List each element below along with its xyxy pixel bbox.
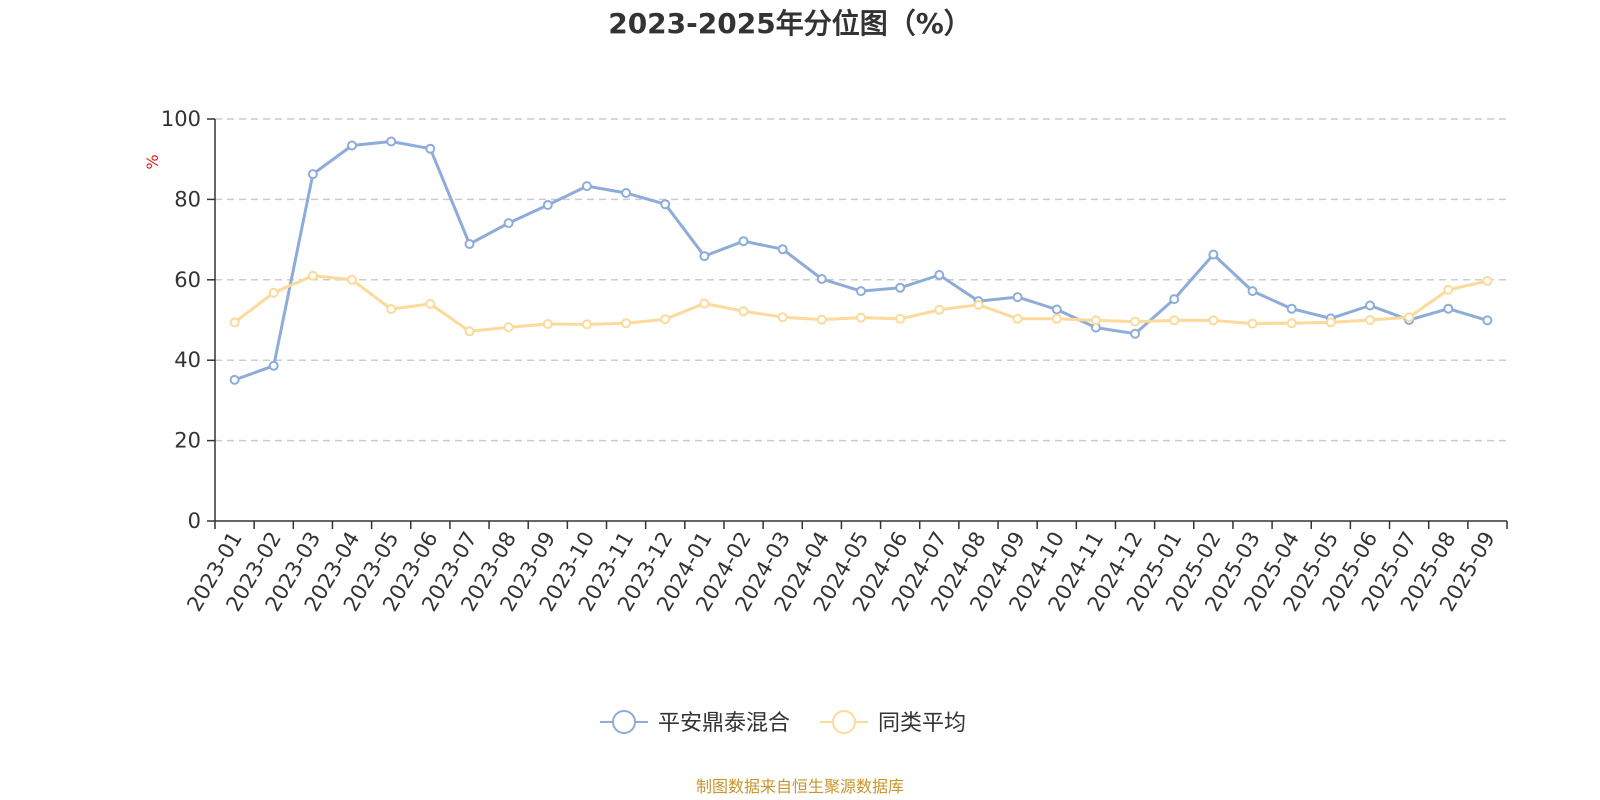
- data-point[interactable]: [386, 136, 397, 147]
- data-point[interactable]: [268, 360, 279, 371]
- data-point[interactable]: [856, 286, 866, 297]
- data-point[interactable]: [464, 326, 475, 337]
- y-axis-unit-label: %: [143, 154, 162, 169]
- data-point[interactable]: [1404, 312, 1415, 323]
- data-point[interactable]: [777, 312, 788, 323]
- data-point[interactable]: [777, 244, 788, 255]
- y-tick-label: 80: [174, 187, 201, 211]
- legend: 平安鼎泰混合 同类平均: [600, 710, 966, 736]
- data-point[interactable]: [621, 318, 632, 329]
- source-note: 制图数据来自恒生聚源数据库: [696, 777, 904, 796]
- legend-item[interactable]: 同类平均: [820, 710, 966, 736]
- data-point[interactable]: [934, 304, 945, 315]
- data-point[interactable]: [503, 322, 514, 333]
- data-point[interactable]: [699, 298, 710, 309]
- y-tick-label: 20: [174, 429, 201, 453]
- legend-label: 平安鼎泰混合: [658, 711, 790, 736]
- data-point[interactable]: [307, 270, 318, 281]
- data-point[interactable]: [1130, 316, 1141, 327]
- data-point[interactable]: [1051, 304, 1062, 315]
- grid-lines: [215, 118, 1507, 442]
- data-point[interactable]: [856, 312, 866, 323]
- data-point[interactable]: [386, 304, 397, 315]
- data-point[interactable]: [268, 287, 279, 298]
- data-point[interactable]: [816, 274, 827, 284]
- data-point[interactable]: [464, 239, 475, 249]
- data-point[interactable]: [1365, 300, 1375, 311]
- data-point[interactable]: [1482, 315, 1493, 326]
- data-point[interactable]: [1286, 303, 1297, 314]
- data-point[interactable]: [1286, 318, 1297, 329]
- legend-marker-icon: [832, 710, 856, 734]
- legend-marker-icon: [612, 710, 636, 734]
- data-point[interactable]: [1012, 313, 1023, 324]
- data-point[interactable]: [503, 218, 514, 229]
- y-tick-label: 0: [188, 509, 201, 533]
- data-point[interactable]: [1051, 313, 1062, 324]
- data-point[interactable]: [229, 317, 240, 328]
- axes: 0204060801002023-012023-022023-032023-04…: [161, 107, 1508, 615]
- data-point[interactable]: [699, 251, 710, 262]
- y-tick-label: 40: [174, 348, 201, 372]
- data-point[interactable]: [1247, 286, 1258, 297]
- y-tick-label: 100: [161, 107, 201, 131]
- data-point[interactable]: [1443, 284, 1454, 295]
- data-point[interactable]: [738, 236, 749, 247]
- data-point[interactable]: [542, 319, 553, 329]
- data-point[interactable]: [307, 169, 318, 180]
- legend-item[interactable]: 平安鼎泰混合: [600, 710, 790, 736]
- data-point[interactable]: [1365, 315, 1375, 325]
- y-tick-label: 60: [174, 268, 201, 292]
- data-point[interactable]: [581, 319, 592, 330]
- data-point[interactable]: [425, 143, 436, 154]
- data-point[interactable]: [425, 298, 436, 309]
- data-point[interactable]: [1443, 303, 1454, 314]
- data-point[interactable]: [816, 314, 827, 325]
- data-point[interactable]: [1012, 292, 1023, 303]
- data-point[interactable]: [1169, 294, 1180, 305]
- data-point[interactable]: [1130, 328, 1141, 339]
- series-line: [233, 140, 1489, 382]
- data-point[interactable]: [581, 181, 592, 192]
- data-point[interactable]: [738, 306, 749, 317]
- data-point[interactable]: [1090, 315, 1101, 326]
- data-point[interactable]: [1482, 276, 1493, 286]
- data-point[interactable]: [347, 140, 357, 151]
- data-point[interactable]: [1247, 318, 1258, 329]
- legend-label: 同类平均: [878, 711, 966, 736]
- chart-title: 2023-2025年分位图（%）: [608, 7, 972, 40]
- series-1: [229, 136, 1493, 385]
- data-point[interactable]: [895, 282, 906, 293]
- data-point[interactable]: [660, 199, 671, 210]
- data-point[interactable]: [229, 374, 240, 385]
- data-point[interactable]: [934, 270, 945, 280]
- series-2: [229, 270, 1493, 337]
- series-lines: [229, 136, 1493, 385]
- data-point[interactable]: [1208, 249, 1219, 260]
- data-point[interactable]: [1208, 315, 1219, 326]
- data-point[interactable]: [621, 188, 632, 198]
- data-point[interactable]: [542, 200, 553, 210]
- data-point[interactable]: [973, 299, 984, 310]
- data-point[interactable]: [1325, 317, 1336, 328]
- data-point[interactable]: [1169, 315, 1180, 326]
- series-line: [233, 274, 1489, 333]
- data-point[interactable]: [660, 314, 671, 325]
- data-point[interactable]: [895, 313, 906, 324]
- data-point[interactable]: [347, 274, 357, 285]
